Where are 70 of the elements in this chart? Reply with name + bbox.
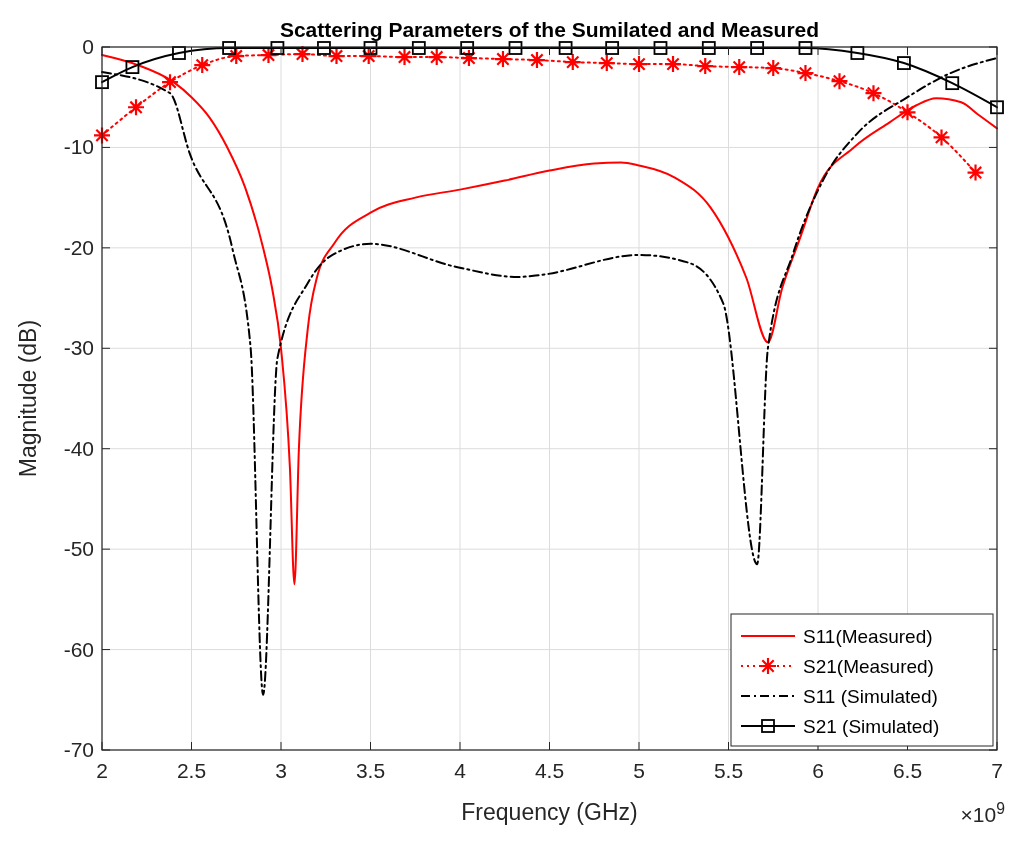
point bbox=[558, 41, 573, 55]
legend-label: S11 (Simulated) bbox=[803, 686, 938, 707]
y-tick-label: -20 bbox=[63, 235, 94, 259]
x-tick-label: 5 bbox=[633, 759, 645, 782]
text: ×10$^{9}$ bbox=[960, 799, 1006, 826]
point bbox=[798, 41, 813, 55]
point bbox=[629, 54, 649, 74]
x-tick-label: 4.5 bbox=[534, 759, 565, 782]
point bbox=[125, 60, 140, 74]
point bbox=[508, 41, 523, 55]
point bbox=[270, 41, 285, 55]
point bbox=[327, 46, 346, 66]
point bbox=[653, 41, 668, 55]
point bbox=[427, 47, 446, 67]
point bbox=[730, 57, 749, 77]
point bbox=[696, 56, 715, 76]
point bbox=[563, 52, 582, 72]
y-tick-label: 0 bbox=[82, 35, 94, 58]
point bbox=[864, 84, 883, 103]
x-tick-label: 2.5 bbox=[176, 759, 207, 782]
point bbox=[126, 98, 146, 117]
legend-label: S21(Measured) bbox=[803, 656, 934, 677]
legend-label: S11(Measured) bbox=[803, 626, 933, 647]
point bbox=[764, 58, 783, 78]
y-tick-label: -60 bbox=[63, 637, 94, 661]
x-tick-label: 5.5 bbox=[713, 759, 744, 782]
x-tick-label: 2 bbox=[96, 759, 108, 782]
point bbox=[493, 49, 513, 69]
point bbox=[363, 41, 378, 55]
point bbox=[227, 46, 246, 66]
point bbox=[460, 41, 475, 55]
y-tick-label: -30 bbox=[63, 336, 94, 360]
y-tick-label: -10 bbox=[63, 135, 94, 159]
point bbox=[395, 47, 414, 67]
x-tick-label: 3.5 bbox=[355, 759, 386, 782]
point bbox=[830, 72, 849, 91]
point bbox=[160, 73, 180, 92]
x-tick-label: 6.5 bbox=[892, 759, 923, 782]
point bbox=[701, 41, 716, 55]
point bbox=[193, 55, 212, 75]
point bbox=[222, 41, 236, 55]
point bbox=[945, 76, 960, 91]
point bbox=[459, 48, 479, 68]
y-tick-label: -40 bbox=[63, 436, 94, 460]
point bbox=[95, 75, 109, 90]
point bbox=[796, 64, 815, 83]
point bbox=[411, 41, 426, 55]
point bbox=[898, 103, 917, 122]
point bbox=[663, 54, 683, 74]
point bbox=[527, 50, 547, 70]
legend-label: S21 (Simulated) bbox=[803, 716, 940, 737]
point bbox=[990, 100, 1004, 115]
x-tick-label: 6 bbox=[812, 759, 824, 782]
point bbox=[897, 56, 911, 70]
y-tick-label: -50 bbox=[63, 537, 94, 561]
y-axis-title: Magnitude (dB) bbox=[15, 319, 41, 478]
point bbox=[750, 41, 765, 55]
chart-title: Scattering Parameters of the Sumilated and Measured bbox=[279, 18, 820, 41]
x-tick-label: 7 bbox=[991, 759, 1003, 782]
line-series bbox=[101, 54, 998, 586]
y-tick-label: -70 bbox=[63, 738, 94, 761]
x-tick-label: 4 bbox=[454, 759, 467, 782]
point bbox=[597, 53, 616, 73]
x-tick-label: 3 bbox=[275, 759, 287, 782]
x-axis-title: Frequency (GHz) bbox=[461, 799, 638, 825]
point bbox=[932, 128, 951, 147]
point bbox=[605, 41, 620, 55]
point bbox=[359, 46, 378, 66]
point bbox=[966, 163, 985, 182]
point bbox=[317, 41, 331, 55]
